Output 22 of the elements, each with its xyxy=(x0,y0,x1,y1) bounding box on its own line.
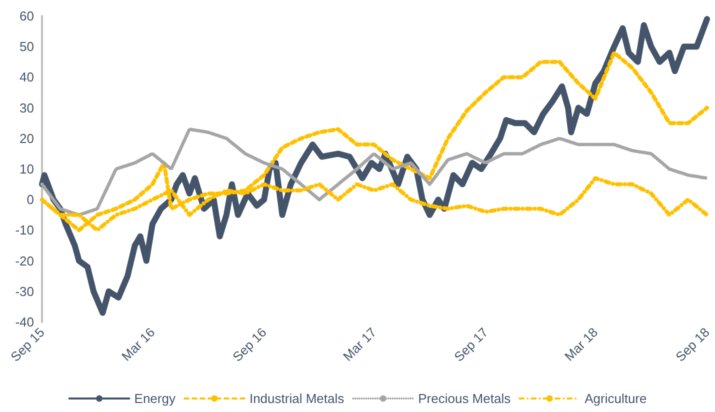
y-tick-label: -20 xyxy=(15,253,34,268)
y-tick-label: -10 xyxy=(15,222,34,238)
x-tick-label: Mar 18 xyxy=(561,324,601,364)
legend-label: Agriculture xyxy=(584,391,647,406)
y-tick-label: -30 xyxy=(15,284,34,299)
y-tick-label: 30 xyxy=(20,100,34,116)
y-tick-label: 60 xyxy=(20,8,34,24)
y-tick-label: 50 xyxy=(20,39,34,54)
line-series xyxy=(40,127,709,217)
legend-label: Precious Metals xyxy=(418,391,512,406)
y-tick-label: 40 xyxy=(20,70,34,85)
x-tick-label: Mar 17 xyxy=(340,324,380,364)
legend-label: Industrial Metals xyxy=(249,391,345,406)
y-tick-label: -40 xyxy=(15,314,34,330)
x-tick-label: Sep 17 xyxy=(451,324,491,364)
legend-label: Energy xyxy=(134,391,176,406)
x-tick-label: Sep 16 xyxy=(230,324,270,364)
y-tick-label: 0 xyxy=(26,192,34,208)
x-tick-label: Sep 18 xyxy=(672,324,712,364)
y-tick-label: 20 xyxy=(20,130,34,146)
x-tick-label: Mar 16 xyxy=(118,324,158,364)
y-tick-label: 10 xyxy=(20,162,34,176)
